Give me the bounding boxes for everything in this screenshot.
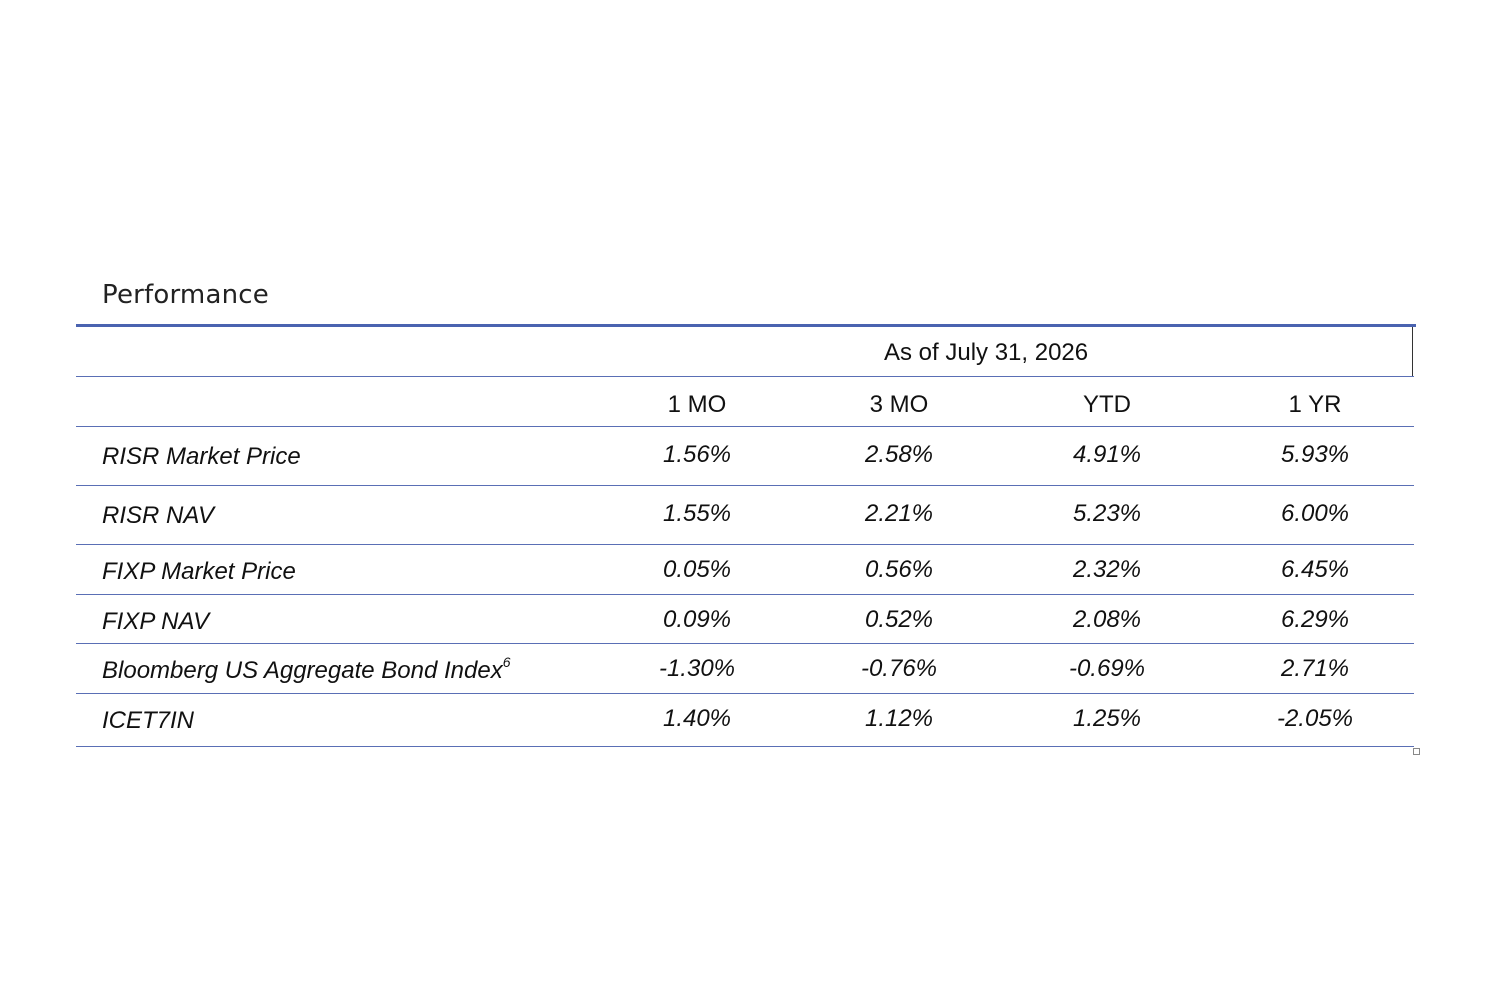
column-header-3mo: 3 MO	[869, 391, 929, 418]
cell-ytd: 4.91%	[1072, 441, 1142, 468]
cell-3mo: 0.52%	[864, 606, 934, 633]
table-row: FIXP NAV 0.09% 0.52% 2.08% 6.29%	[0, 606, 1500, 638]
cell-1mo: -1.30%	[658, 655, 736, 682]
row-divider	[76, 544, 1414, 545]
row-divider	[76, 693, 1414, 694]
row-divider	[76, 594, 1414, 595]
cell-ytd: 2.32%	[1072, 556, 1142, 583]
row-label: RISR NAV	[102, 502, 215, 529]
cell-ytd: 2.08%	[1072, 606, 1142, 633]
cell-3mo: -0.76%	[860, 655, 938, 682]
cell-3mo: 2.21%	[864, 500, 934, 527]
cell-1yr: 6.45%	[1280, 556, 1350, 583]
column-header-1yr: 1 YR	[1288, 391, 1342, 418]
row-divider	[76, 485, 1414, 486]
cell-1mo: 0.09%	[662, 606, 732, 633]
as-of-cell-border	[1412, 327, 1413, 377]
cell-3mo: 1.12%	[864, 705, 934, 732]
as-of-date: As of July 31, 2026	[884, 339, 1089, 366]
table-row: ICET7IN 1.40% 1.12% 1.25% -2.05%	[0, 705, 1500, 737]
cell-3mo: 2.58%	[864, 441, 934, 468]
cell-1mo: 1.55%	[662, 500, 732, 527]
divider-as-of	[76, 376, 1414, 377]
cell-1yr: 6.29%	[1280, 606, 1350, 633]
table-row: RISR Market Price 1.56% 2.58% 4.91% 5.93…	[0, 441, 1500, 473]
cell-ytd: -0.69%	[1068, 655, 1146, 682]
cell-1yr: 2.71%	[1280, 655, 1350, 682]
table-row: FIXP Market Price 0.05% 0.56% 2.32% 6.45…	[0, 556, 1500, 588]
row-divider	[76, 643, 1414, 644]
row-label: RISR Market Price	[102, 443, 301, 470]
row-label: ICET7IN	[102, 707, 195, 734]
cell-1mo: 1.40%	[662, 705, 732, 732]
divider-header	[76, 426, 1414, 427]
footnote-marker: 6	[502, 654, 511, 670]
header-rule	[76, 324, 1416, 327]
cell-1yr: -2.05%	[1276, 705, 1354, 732]
row-label: FIXP NAV	[102, 608, 210, 635]
cell-1mo: 0.05%	[662, 556, 732, 583]
row-label: FIXP Market Price	[102, 558, 296, 585]
cell-1mo: 1.56%	[662, 441, 732, 468]
column-header-1mo: 1 MO	[667, 391, 727, 418]
table-row: Bloomberg US Aggregate Bond Index6 -1.30…	[0, 654, 1500, 687]
cell-1yr: 6.00%	[1280, 500, 1350, 527]
cell-ytd: 1.25%	[1072, 705, 1142, 732]
row-label: Bloomberg US Aggregate Bond Index6	[102, 654, 511, 684]
column-header-ytd: YTD	[1083, 391, 1131, 418]
table-resize-handle[interactable]	[1413, 748, 1420, 755]
section-title: Performance	[102, 280, 269, 310]
table-row: RISR NAV 1.55% 2.21% 5.23% 6.00%	[0, 500, 1500, 532]
cell-ytd: 5.23%	[1072, 500, 1142, 527]
cell-1yr: 5.93%	[1280, 441, 1350, 468]
row-divider	[76, 746, 1414, 747]
cell-3mo: 0.56%	[864, 556, 934, 583]
